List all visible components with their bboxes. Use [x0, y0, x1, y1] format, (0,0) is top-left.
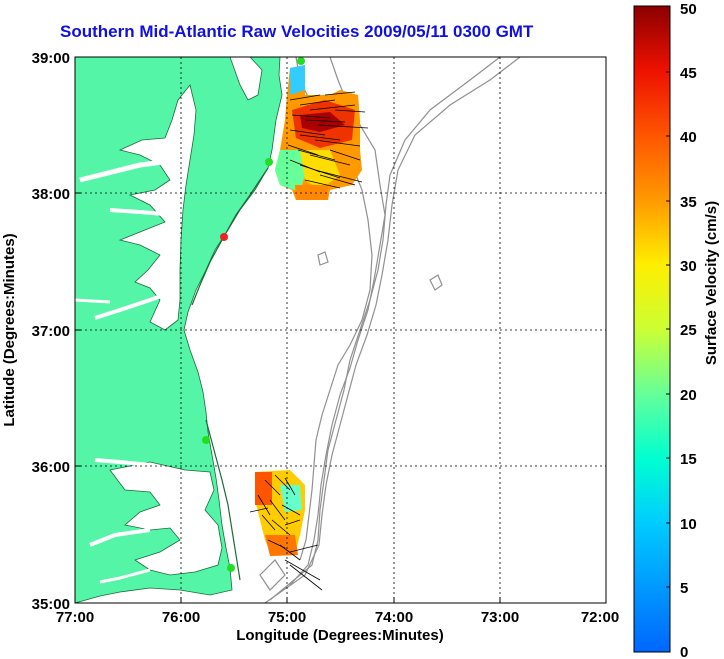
- x-tick-label: 74:00: [375, 609, 413, 626]
- y-tick-label: 36:00: [32, 459, 70, 476]
- colorbar-tick-label: 50: [680, 1, 697, 18]
- outer-banks: [205, 419, 241, 581]
- colorbar-tick-label: 25: [680, 322, 697, 339]
- y-tick-label: 35:00: [32, 596, 70, 613]
- river-channel: [79, 157, 179, 183]
- x-axis-label: Longitude (Degrees:Minutes): [236, 627, 444, 644]
- velocity-field-south: [249, 470, 323, 591]
- map-title: Southern Mid-Atlantic Raw Velocities 200…: [60, 22, 534, 41]
- river-channel: [89, 528, 151, 547]
- x-tick-label: 72:00: [581, 609, 619, 626]
- y-axis-label: Latitude (Degrees:Minutes): [1, 233, 18, 426]
- colorbar-tick-label: 35: [680, 194, 697, 211]
- colorbar-tick-label: 40: [680, 129, 697, 146]
- radar-station: [202, 436, 210, 444]
- river-channel: [94, 458, 151, 467]
- radar-station: [220, 233, 228, 241]
- x-tick-label: 73:00: [481, 609, 519, 626]
- colorbar-tick-label: 0: [680, 644, 688, 659]
- river-channel: [99, 568, 151, 584]
- colorbar-tick-label: 20: [680, 387, 697, 404]
- radar-station: [227, 564, 235, 572]
- colorbar-tick-label: 5: [680, 580, 688, 597]
- river-channel: [109, 208, 177, 217]
- y-tick-label: 39:00: [32, 50, 70, 67]
- colorbar-label: Surface Velocity (cm/s): [703, 201, 720, 365]
- x-tick-label: 75:00: [268, 609, 306, 626]
- velocity-field-north: [275, 65, 369, 200]
- radar-station: [265, 158, 273, 166]
- grid-lines: [75, 57, 606, 603]
- colorbar-tick-label: 45: [680, 65, 697, 82]
- x-tick-label: 77:00: [56, 609, 94, 626]
- y-tick-label: 37:00: [32, 323, 70, 340]
- x-tick-label: 76:00: [162, 609, 200, 626]
- y-tick-label: 38:00: [32, 186, 70, 203]
- chesapeake-bay: [118, 84, 197, 331]
- river-channel: [94, 288, 179, 320]
- colorbar-tick-label: 15: [680, 451, 697, 468]
- colorbar: [633, 5, 671, 653]
- delaware-bay: [229, 57, 263, 101]
- colorbar-ticks: [666, 71, 670, 588]
- river-channel: [75, 298, 111, 304]
- frame-ticks: [75, 192, 501, 603]
- colorbar-tick-label: 30: [680, 258, 697, 275]
- colorbar-tick-label: 10: [680, 516, 697, 533]
- radar-station: [297, 57, 305, 65]
